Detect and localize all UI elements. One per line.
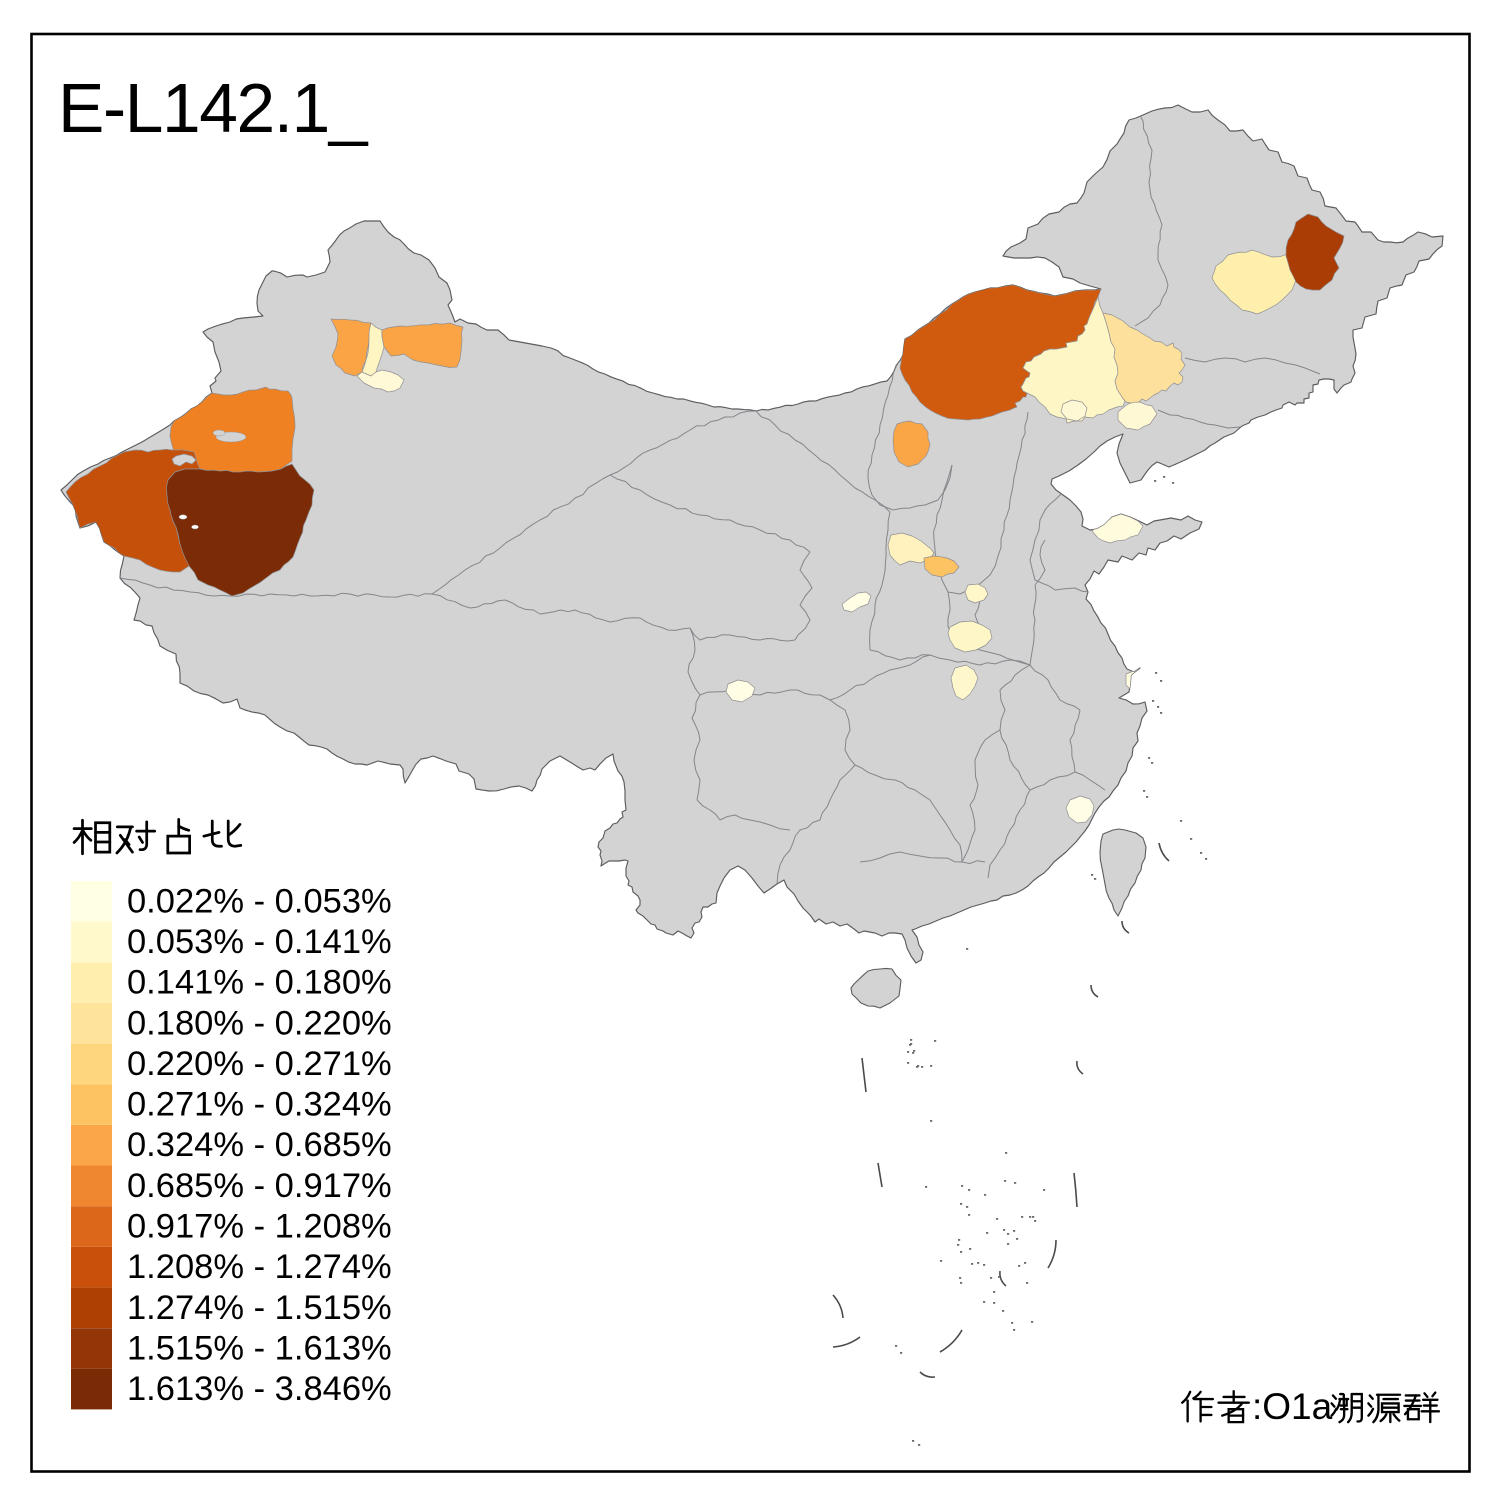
svg-text:0.271% - 0.324%: 0.271% - 0.324%: [127, 1086, 392, 1124]
svg-text:0.324% - 0.685%: 0.324% - 0.685%: [127, 1126, 392, 1164]
svg-text:0.917% - 1.208%: 0.917% - 1.208%: [127, 1208, 392, 1246]
svg-text:0.180% - 0.220%: 0.180% - 0.220%: [127, 1004, 392, 1042]
svg-text:0.685% - 0.917%: 0.685% - 0.917%: [127, 1167, 392, 1205]
svg-text:1.613% - 3.846%: 1.613% - 3.846%: [127, 1370, 392, 1408]
svg-text:0.220% - 0.271%: 0.220% - 0.271%: [127, 1045, 392, 1083]
svg-text:1.515% - 1.613%: 1.515% - 1.613%: [127, 1330, 392, 1368]
svg-text:1.274% - 1.515%: 1.274% - 1.515%: [127, 1289, 392, 1327]
svg-text:0.053% - 0.141%: 0.053% - 0.141%: [127, 923, 392, 961]
svg-text:0.022% - 0.053%: 0.022% - 0.053%: [127, 882, 392, 920]
svg-text:1.208% - 1.274%: 1.208% - 1.274%: [127, 1248, 392, 1286]
svg-text:E-L142.1_: E-L142.1_: [58, 69, 369, 147]
svg-text::O1a: :O1a: [1252, 1386, 1333, 1427]
svg-text:0.141% - 0.180%: 0.141% - 0.180%: [127, 964, 392, 1002]
